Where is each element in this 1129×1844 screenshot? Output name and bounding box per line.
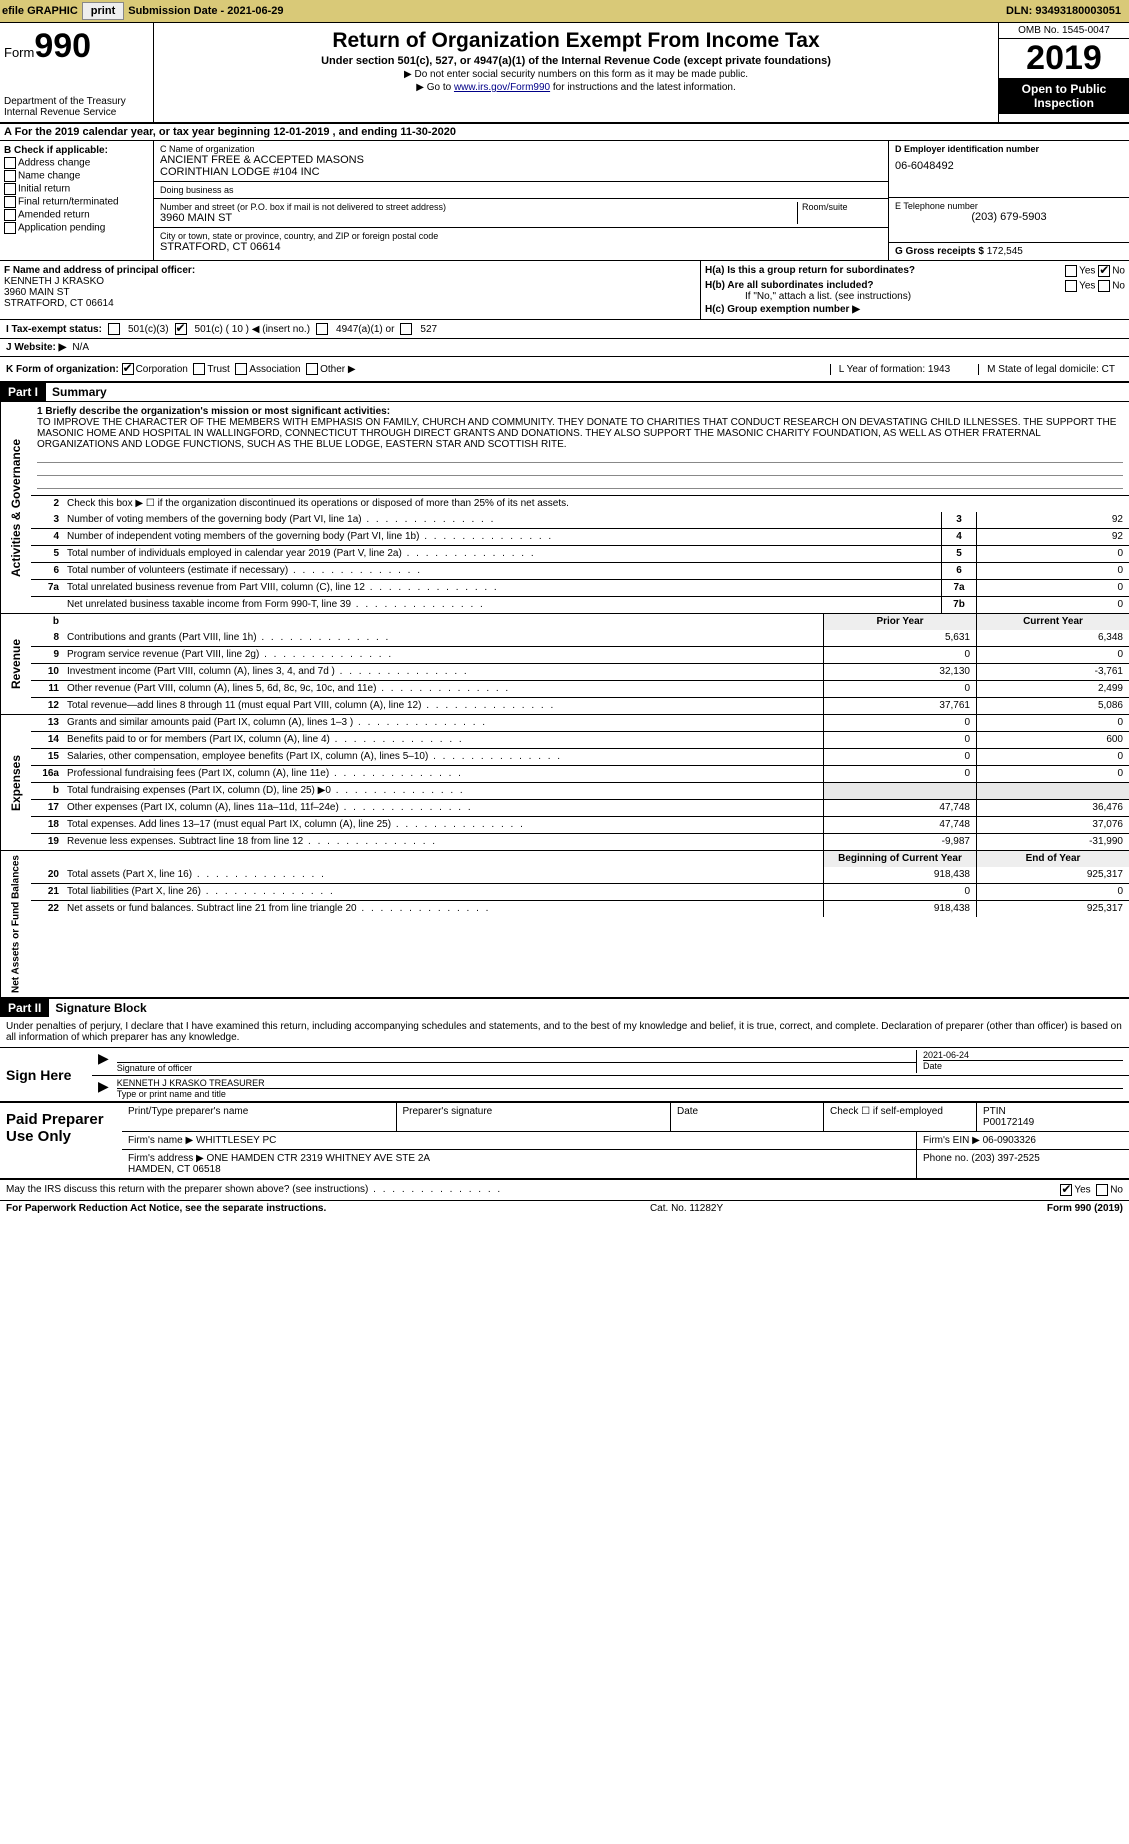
tax-year: 2019 <box>999 39 1129 78</box>
sidebar-expenses: Expenses <box>0 715 31 850</box>
paid-preparer-label: Paid Preparer Use Only <box>0 1103 122 1178</box>
ptin: P00172149 <box>983 1117 1123 1128</box>
sidebar-governance: Activities & Governance <box>0 402 31 613</box>
section-f: F Name and address of principal officer:… <box>0 261 701 319</box>
form-subtitle: Under section 501(c), 527, or 4947(a)(1)… <box>158 55 994 67</box>
ssn-note: ▶ Do not enter social security numbers o… <box>158 69 994 80</box>
form-footer: Form 990 (2019) <box>1047 1203 1123 1214</box>
top-toolbar: efile GRAPHIC print Submission Date - 20… <box>0 0 1129 23</box>
part1-title: Summary <box>46 383 113 401</box>
print-button[interactable]: print <box>82 2 124 20</box>
cat-number: Cat. No. 11282Y <box>650 1203 723 1214</box>
efile-label: efile GRAPHIC <box>2 5 78 17</box>
section-d: D Employer identification number06-60484… <box>889 141 1129 260</box>
website-label: J Website: ▶ <box>6 342 66 353</box>
tax-exempt-label: I Tax-exempt status: <box>6 324 102 335</box>
current-year-header: Current Year <box>976 614 1129 630</box>
open-public-badge: Open to Public Inspection <box>999 78 1129 114</box>
phone: (203) 679-5903 <box>895 211 1123 223</box>
section-h: H(a) Is this a group return for subordin… <box>701 261 1129 319</box>
state-domicile: M State of legal domicile: CT <box>978 364 1123 375</box>
signature-arrow-icon: ▶ <box>98 1050 109 1073</box>
firm-name: WHITTLESEY PC <box>196 1135 276 1146</box>
goto-pre: ▶ Go to <box>416 82 454 93</box>
form-word: Form <box>4 45 34 60</box>
declaration-text: Under penalties of perjury, I declare th… <box>0 1017 1129 1047</box>
discuss-question: May the IRS discuss this return with the… <box>6 1184 502 1196</box>
section-c: C Name of organizationANCIENT FREE & ACC… <box>154 141 889 260</box>
firm-ein: 06-0903326 <box>983 1135 1036 1146</box>
section-b-label: B Check if applicable: <box>4 145 149 156</box>
submission-date: Submission Date - 2021-06-29 <box>128 5 283 17</box>
form-header: Form990 Department of the Treasury Inter… <box>0 23 1129 124</box>
gross-receipts: 172,545 <box>987 246 1023 257</box>
prior-year-header: Prior Year <box>823 614 976 630</box>
ein: 06-6048492 <box>895 160 1123 172</box>
part2-title: Signature Block <box>49 999 152 1017</box>
firm-phone: (203) 397-2525 <box>971 1153 1039 1164</box>
name-arrow-icon: ▶ <box>98 1078 109 1099</box>
sidebar-net-assets: Net Assets or Fund Balances <box>0 851 31 997</box>
officer-name: KENNETH J KRASKO <box>4 276 696 287</box>
paperwork-notice: For Paperwork Reduction Act Notice, see … <box>6 1203 326 1214</box>
sign-here-label: Sign Here <box>0 1048 92 1101</box>
dept-treasury: Department of the Treasury Internal Reve… <box>4 96 149 118</box>
street-address: 3960 MAIN ST <box>160 212 797 224</box>
form-number: 990 <box>34 27 91 65</box>
omb-number: OMB No. 1545-0047 <box>999 23 1129 39</box>
org-name: ANCIENT FREE & ACCEPTED MASONS CORINTHIA… <box>160 154 882 178</box>
tax-year-range: A For the 2019 calendar year, or tax yea… <box>0 124 1129 141</box>
sidebar-revenue: Revenue <box>0 614 31 714</box>
goto-post: for instructions and the latest informat… <box>550 82 736 93</box>
part2-header: Part II <box>0 999 49 1017</box>
dln-number: DLN: 93493180003051 <box>1006 5 1127 17</box>
part1-header: Part I <box>0 383 46 401</box>
section-b: B Check if applicable: Address change Na… <box>0 141 154 260</box>
irs-link[interactable]: www.irs.gov/Form990 <box>454 82 550 93</box>
website-value: N/A <box>72 342 89 353</box>
officer-printed-name: KENNETH J KRASKO TREASURER <box>117 1078 1123 1088</box>
mission-text: TO IMPROVE THE CHARACTER OF THE MEMBERS … <box>37 417 1123 450</box>
year-formation: L Year of formation: 1943 <box>830 364 958 375</box>
city-state-zip: STRATFORD, CT 06614 <box>160 241 882 253</box>
form-title: Return of Organization Exempt From Incom… <box>158 29 994 53</box>
